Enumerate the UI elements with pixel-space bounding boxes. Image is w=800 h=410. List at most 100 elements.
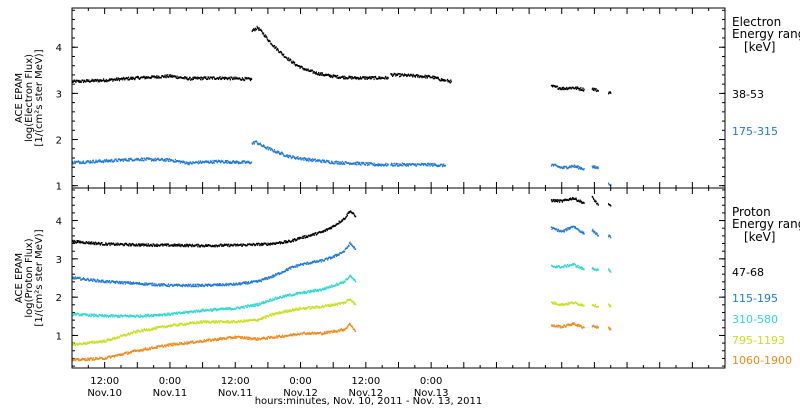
data-point bbox=[257, 303, 259, 305]
data-point bbox=[296, 307, 298, 309]
data-point bbox=[260, 244, 262, 246]
data-point bbox=[112, 280, 114, 282]
series-175-315 bbox=[72, 140, 612, 186]
data-point bbox=[92, 280, 94, 282]
data-point bbox=[73, 278, 75, 280]
data-point bbox=[271, 243, 273, 246]
data-point bbox=[72, 312, 74, 314]
data-point bbox=[159, 285, 161, 287]
data-point bbox=[106, 338, 108, 341]
data-point bbox=[208, 320, 210, 323]
data-point bbox=[92, 159, 94, 162]
data-point bbox=[262, 302, 264, 304]
data-point bbox=[132, 350, 135, 353]
data-point bbox=[168, 158, 171, 160]
data-point bbox=[154, 347, 156, 349]
data-point bbox=[233, 161, 235, 164]
data-point bbox=[329, 227, 331, 229]
data-point bbox=[391, 73, 393, 75]
data-point bbox=[147, 244, 149, 247]
data-point bbox=[187, 79, 189, 81]
data-point bbox=[579, 89, 581, 91]
data-point bbox=[343, 281, 345, 284]
data-point bbox=[593, 198, 595, 200]
data-point bbox=[136, 76, 138, 78]
data-point bbox=[608, 182, 610, 185]
data-point bbox=[329, 304, 331, 306]
legend-item: 115-195 bbox=[732, 292, 778, 305]
data-point bbox=[570, 323, 572, 325]
data-point bbox=[167, 158, 169, 161]
data-point bbox=[594, 165, 596, 167]
data-point bbox=[260, 280, 262, 283]
data-point bbox=[117, 336, 119, 339]
data-point bbox=[339, 76, 341, 79]
data-point bbox=[345, 215, 347, 218]
data-point bbox=[558, 265, 560, 267]
data-point bbox=[123, 76, 125, 79]
data-point bbox=[171, 284, 173, 286]
data-point bbox=[332, 304, 334, 307]
data-point bbox=[582, 232, 584, 235]
data-point bbox=[592, 324, 594, 327]
data-point bbox=[255, 338, 258, 340]
data-point bbox=[563, 88, 565, 91]
data-point bbox=[565, 265, 567, 267]
data-point bbox=[334, 160, 336, 163]
data-point bbox=[136, 244, 138, 247]
data-point bbox=[119, 159, 121, 161]
data-point bbox=[355, 161, 357, 164]
data-point bbox=[313, 234, 315, 236]
data-point bbox=[338, 163, 340, 165]
data-point bbox=[242, 320, 245, 323]
data-point bbox=[413, 163, 415, 165]
data-point bbox=[264, 316, 266, 319]
data-point bbox=[283, 310, 285, 312]
data-point bbox=[105, 242, 107, 245]
data-point bbox=[579, 87, 581, 90]
data-point bbox=[610, 205, 612, 207]
data-point bbox=[182, 160, 184, 162]
data-point bbox=[227, 283, 229, 285]
data-point bbox=[100, 314, 102, 316]
data-point bbox=[198, 341, 200, 343]
data-point bbox=[582, 87, 584, 90]
data-point bbox=[72, 80, 74, 82]
data-point bbox=[305, 68, 307, 70]
data-point bbox=[313, 290, 315, 293]
data-point bbox=[559, 326, 561, 329]
data-point bbox=[350, 324, 352, 326]
data-point bbox=[110, 79, 112, 81]
data-point bbox=[86, 359, 88, 362]
data-point bbox=[236, 336, 238, 339]
data-point bbox=[166, 74, 168, 77]
data-point bbox=[327, 259, 329, 261]
data-point bbox=[95, 342, 97, 344]
data-point bbox=[295, 266, 297, 268]
data-point bbox=[339, 302, 341, 304]
data-point bbox=[281, 272, 283, 275]
data-point bbox=[415, 164, 418, 167]
data-point bbox=[135, 158, 137, 161]
data-point bbox=[111, 280, 113, 282]
data-point bbox=[292, 238, 294, 241]
data-point bbox=[209, 284, 211, 286]
data-point bbox=[216, 245, 218, 248]
data-point bbox=[98, 357, 100, 360]
data-point bbox=[110, 315, 112, 318]
data-point bbox=[370, 76, 372, 78]
data-point bbox=[578, 324, 580, 327]
data-point bbox=[167, 313, 169, 315]
data-point bbox=[417, 76, 419, 78]
data-point bbox=[291, 333, 293, 336]
data-point bbox=[403, 75, 405, 77]
data-point bbox=[332, 74, 334, 76]
data-point bbox=[226, 162, 228, 164]
data-point bbox=[172, 314, 174, 316]
data-point bbox=[578, 200, 580, 203]
data-point bbox=[84, 358, 86, 360]
data-point bbox=[87, 314, 89, 316]
data-point bbox=[81, 162, 83, 164]
data-point bbox=[574, 227, 576, 229]
data-point bbox=[208, 76, 210, 79]
